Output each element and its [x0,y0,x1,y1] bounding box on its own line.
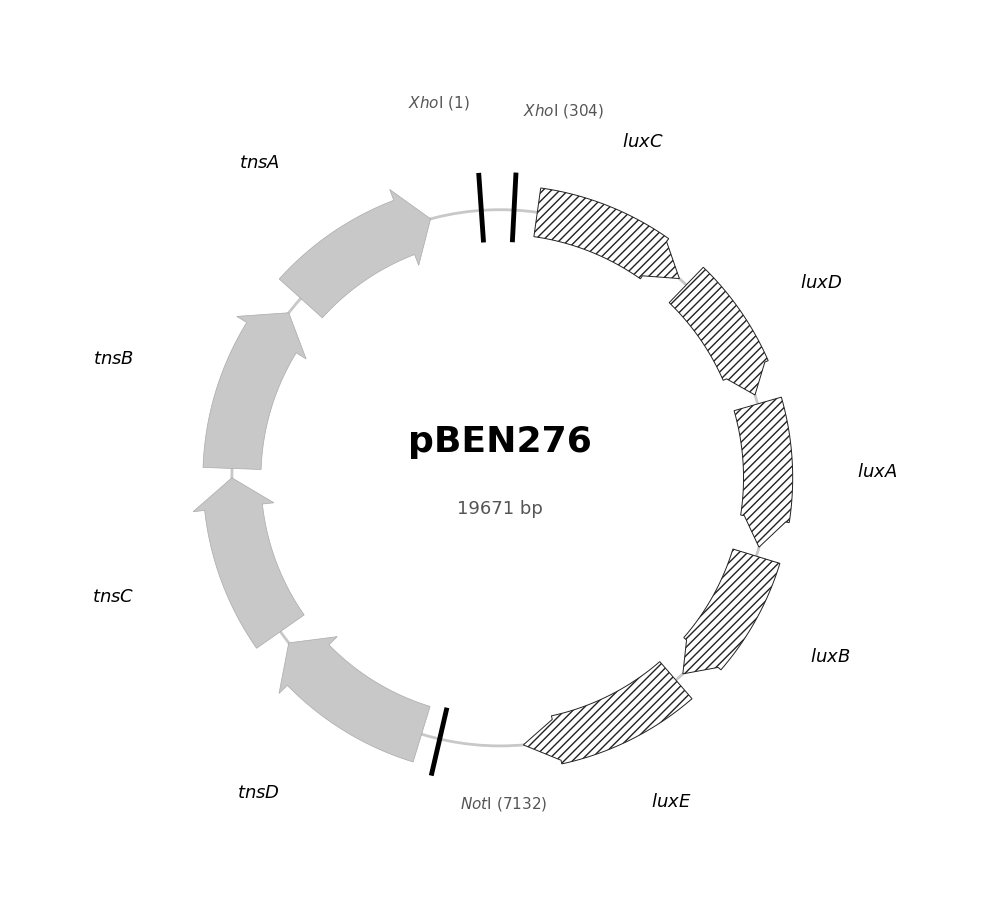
Polygon shape [279,189,431,318]
Text: $\mathit{tnsD}$: $\mathit{tnsD}$ [237,784,280,802]
Text: 19671 bp: 19671 bp [457,500,543,518]
Text: $\mathit{tnsB}$: $\mathit{tnsB}$ [93,350,135,368]
Text: $\mathit{luxA}$: $\mathit{luxA}$ [857,463,898,481]
Polygon shape [203,313,306,469]
Polygon shape [523,661,692,764]
Text: $\mathit{luxD}$: $\mathit{luxD}$ [800,274,842,292]
Polygon shape [669,267,768,395]
Polygon shape [534,188,679,279]
Text: $\mathit{Xho}$I (1): $\mathit{Xho}$I (1) [408,95,470,112]
Text: $\mathit{Not}$I (7132): $\mathit{Not}$I (7132) [460,796,548,814]
Text: $\mathit{luxB}$: $\mathit{luxB}$ [810,648,850,666]
Polygon shape [279,637,430,762]
Polygon shape [683,549,780,674]
Text: $\mathit{Xho}$I (304): $\mathit{Xho}$I (304) [523,102,604,120]
Text: $\mathit{tnsC}$: $\mathit{tnsC}$ [92,587,135,605]
Text: $\mathit{luxC}$: $\mathit{luxC}$ [622,133,664,151]
Text: pBEN276: pBEN276 [408,425,592,459]
Polygon shape [734,397,793,548]
Text: $\mathit{luxE}$: $\mathit{luxE}$ [651,793,691,811]
Text: $\mathit{tnsA}$: $\mathit{tnsA}$ [239,154,280,172]
Polygon shape [193,478,304,649]
